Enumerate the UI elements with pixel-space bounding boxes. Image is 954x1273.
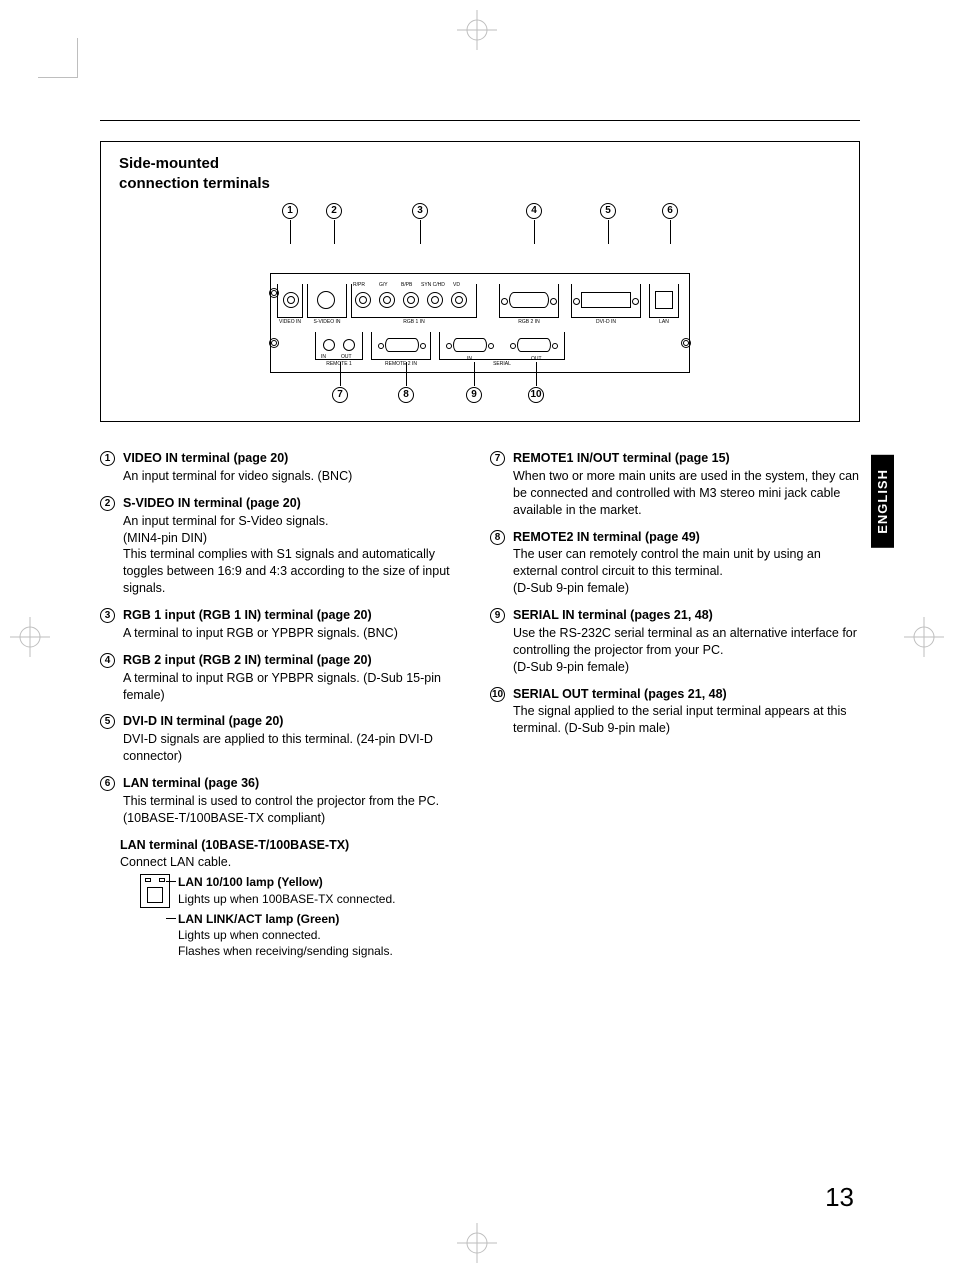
lan-subsection: LAN terminal (10BASE-T/100BASE-TX) Conne…: [120, 837, 470, 964]
callout-2: 2: [326, 203, 342, 219]
minijack-port-icon: [323, 339, 335, 351]
page-number: 13: [825, 1182, 854, 1213]
lan-port-icon: [655, 291, 673, 309]
lan-jack-icon: [140, 874, 170, 908]
rule-line: [100, 120, 860, 121]
entry-10: 10 SERIAL OUT terminal (pages 21, 48)The…: [490, 686, 860, 738]
crop-mark-icon: [457, 10, 497, 50]
crop-mark-icon: [10, 617, 50, 657]
entry-6: 6 LAN terminal (page 36)This terminal is…: [100, 775, 470, 827]
vga-port-icon: [509, 292, 549, 308]
callout-8: 8: [398, 387, 414, 403]
callout-7: 7: [332, 387, 348, 403]
entry-4: 4 RGB 2 input (RGB 2 IN) terminal (page …: [100, 652, 470, 704]
crop-mark-icon: [904, 617, 944, 657]
right-column: 7 REMOTE1 IN/OUT terminal (page 15)When …: [490, 450, 860, 963]
section-title: Side-mounted connection terminals: [119, 154, 841, 193]
left-column: 1 VIDEO IN terminal (page 20)An input te…: [100, 450, 470, 963]
lan-lamp2: LAN LINK/ACT lamp (Green) Lights up when…: [178, 911, 395, 960]
entry-3: 3 RGB 1 input (RGB 1 IN) terminal (page …: [100, 607, 470, 642]
crop-corner: [38, 38, 78, 78]
callout-1: 1: [282, 203, 298, 219]
svideo-port-icon: [317, 291, 335, 309]
content-box: Side-mounted connection terminals 1 2 3 …: [100, 141, 860, 422]
callouts-top: 1 2 3 4 5 6: [270, 203, 690, 233]
lan-lamp1: LAN 10/100 lamp (Yellow) Lights up when …: [178, 874, 395, 906]
dvi-port-icon: [581, 292, 631, 308]
language-tab: ENGLISH: [871, 455, 894, 548]
entry-2: 2 S-VIDEO IN terminal (page 20)An input …: [100, 495, 470, 597]
terminal-panel-diagram: VIDEO IN S-VIDEO IN RGB 1 IN RGB 2 IN DV…: [270, 273, 690, 373]
callout-9: 9: [466, 387, 482, 403]
callout-10: 10: [528, 387, 544, 403]
bnc-port-icon: [283, 292, 299, 308]
entry-5: 5 DVI-D IN terminal (page 20)DVI-D signa…: [100, 713, 470, 765]
entry-8: 8 REMOTE2 IN terminal (page 49)The user …: [490, 529, 860, 598]
callout-5: 5: [600, 203, 616, 219]
callout-4: 4: [526, 203, 542, 219]
crop-mark-icon: [457, 1223, 497, 1263]
entry-7: 7 REMOTE1 IN/OUT terminal (page 15)When …: [490, 450, 860, 519]
entry-1: 1 VIDEO IN terminal (page 20)An input te…: [100, 450, 470, 485]
callout-3: 3: [412, 203, 428, 219]
callouts-bottom: 7 8 9 10: [270, 373, 690, 403]
dsub-port-icon: [385, 338, 419, 352]
entry-9: 9 SERIAL IN terminal (pages 21, 48)Use t…: [490, 607, 860, 676]
callout-6: 6: [662, 203, 678, 219]
